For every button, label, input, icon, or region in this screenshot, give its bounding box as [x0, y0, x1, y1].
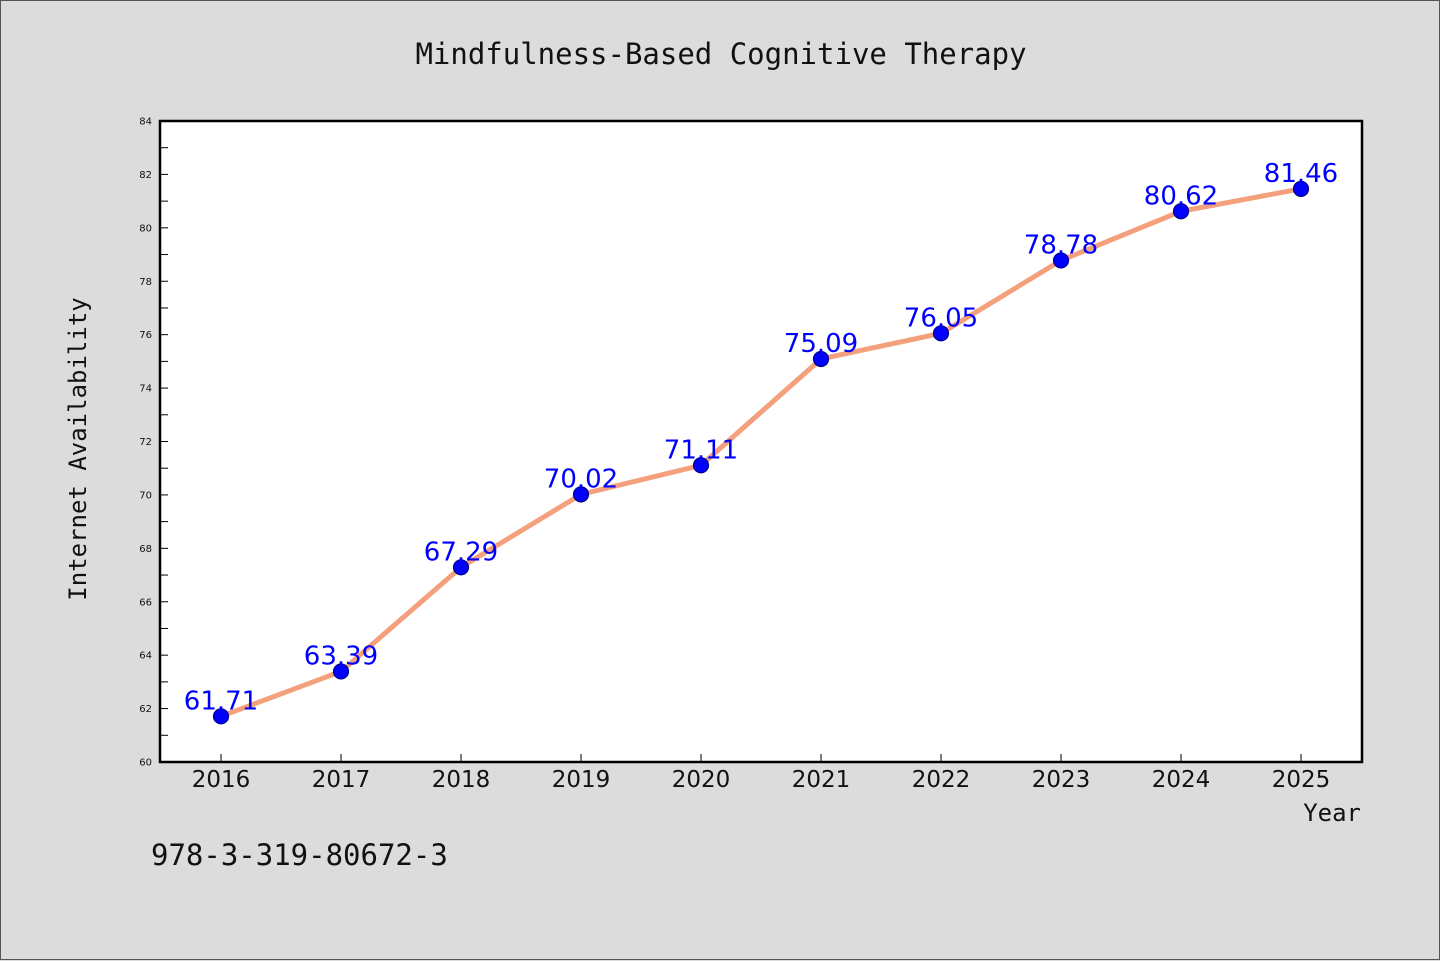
- data-label: 70.02: [544, 464, 618, 494]
- data-point: [332, 663, 350, 680]
- y-axis-label: Internet Availability: [64, 297, 92, 600]
- x-axis-label: Year: [1303, 799, 1361, 827]
- data-label: 71.11: [664, 435, 738, 465]
- data-point: [572, 486, 590, 503]
- y-tick-label: 76: [139, 330, 152, 341]
- y-axis: 60 62 64 66 68 70 72 74 76 78 80 82 84: [139, 117, 168, 769]
- data-point: [812, 350, 830, 368]
- data-point: [1052, 252, 1070, 269]
- x-tick-label: 2018: [432, 767, 491, 793]
- y-tick-label: 66: [139, 597, 152, 608]
- data-point: [692, 457, 710, 474]
- y-tick-label: 68: [139, 544, 152, 555]
- data-point: [932, 325, 950, 342]
- data-point: [1292, 180, 1310, 197]
- data-label: 78.78: [1024, 230, 1098, 260]
- data-point: [212, 708, 230, 725]
- data-labels: 61.71 63.39 67.29 70.02 71.11 75.09 76.05 78.78…: [184, 159, 1338, 716]
- y-tick-label: 74: [139, 384, 152, 395]
- data-point: [452, 559, 470, 576]
- x-tick-label: 2017: [312, 767, 371, 793]
- x-tick-label: 2023: [1032, 767, 1091, 793]
- y-tick-label: 64: [139, 651, 152, 662]
- y-tick-label: 62: [139, 704, 152, 715]
- y-tick-label: 80: [139, 223, 152, 234]
- data-label: 67.29: [424, 537, 498, 567]
- x-tick-label: 2016: [192, 767, 251, 793]
- y-tick-label: 60: [139, 758, 152, 769]
- data-label: 81.46: [1264, 159, 1338, 189]
- footer-code: 978-3-319-80672-3: [151, 838, 448, 872]
- data-label: 61.71: [184, 686, 258, 716]
- x-tick-label: 2024: [1152, 767, 1211, 793]
- y-tick-label: 82: [139, 170, 152, 181]
- data-point: [1172, 203, 1190, 220]
- x-tick-label: 2025: [1272, 767, 1331, 793]
- series-line: [218, 186, 1304, 719]
- data-points: [212, 180, 1310, 725]
- y-tick-label: 78: [139, 277, 152, 288]
- y-tick-label: 70: [139, 490, 152, 501]
- x-tick-label: 2020: [672, 767, 731, 793]
- x-axis: 2016 2017 2018 2019 2020 2021 2022 2023 2024 2025: [192, 754, 1331, 793]
- data-label: 76.05: [904, 303, 978, 333]
- data-label: 75.09: [784, 329, 858, 359]
- data-label: 80.62: [1144, 181, 1218, 211]
- x-tick-label: 2019: [552, 767, 611, 793]
- x-tick-label: 2021: [792, 767, 851, 793]
- x-tick-label: 2022: [912, 767, 971, 793]
- y-tick-label: 84: [139, 117, 152, 128]
- data-label: 63.39: [304, 641, 378, 671]
- chart-title: Mindfulness-Based Cognitive Therapy: [415, 37, 1026, 71]
- y-tick-label: 72: [139, 437, 152, 448]
- series-line-group: [218, 186, 1304, 719]
